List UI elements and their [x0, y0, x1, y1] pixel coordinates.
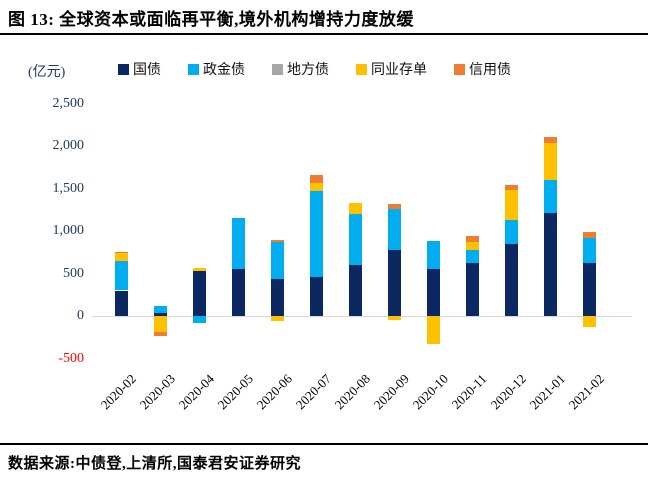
y-axis-tick-0: 0	[77, 308, 84, 323]
bar-segment-interbank-ncd-2020-02	[114, 253, 128, 262]
y-axis-tick-1500: 1,500	[52, 180, 85, 196]
x-axis-tick-2020-04: 2020-04	[175, 371, 217, 413]
bar-segment-credit-bonds-2020-12	[504, 184, 518, 190]
bar-segment-policy-financial-bonds-2020-05	[231, 218, 245, 269]
bar-segment-treasury-bonds-2020-02	[114, 290, 128, 316]
bar-segment-treasury-bonds-2020-06	[270, 279, 284, 316]
bar-segment-treasury-bonds-2020-09	[387, 249, 401, 316]
bar-segment-policy-financial-bonds-2020-08	[348, 214, 362, 265]
bar-segment-policy-financial-bonds-2020-10	[426, 241, 440, 270]
legend-item-policy-financial-bonds: 政金债	[188, 59, 245, 79]
bar-segment-interbank-ncd-2020-11	[465, 242, 479, 251]
stacked-bar-chart: 2,500 2,000 1,500 1,000 500 0 -500 2020-02 2020-…	[52, 95, 632, 413]
bar-segment-interbank-ncd-2020-10	[426, 316, 440, 345]
y-axis-tick-1000: 1,000	[52, 223, 85, 238]
bar-segment-credit-bonds-2020-07	[309, 175, 323, 184]
bar-segment-credit-bonds-2020-11	[465, 236, 479, 243]
bar-segment-policy-financial-bonds-2020-04	[192, 316, 206, 323]
legend-swatch-policy-financial-bonds	[188, 63, 199, 75]
figure-title: 图 13: 全球资本或面临再平衡,境外机构增持力度放缓	[8, 10, 414, 29]
bar-segment-treasury-bonds-2020-08	[348, 265, 362, 316]
legend-item-interbank-ncd: 同业存单	[356, 59, 427, 79]
bar-segment-credit-bonds-2020-03	[153, 332, 167, 337]
legend-label-local-government-bonds: 地方债	[287, 63, 329, 78]
bar-segment-credit-bonds-2020-09	[387, 203, 401, 209]
x-axis-tick-2020-09: 2020-09	[370, 371, 412, 413]
bar-segment-treasury-bonds-2020-05	[231, 268, 245, 316]
bar-segment-interbank-ncd-2020-04	[192, 268, 206, 271]
x-axis-tick-2020-05: 2020-05	[214, 371, 256, 413]
zero-axis-line	[92, 315, 632, 317]
bar-segment-treasury-bonds-2020-11	[465, 263, 479, 316]
bar-segment-policy-financial-bonds-2020-12	[504, 220, 518, 244]
bar-segment-policy-financial-bonds-2020-09	[387, 208, 401, 250]
legend-label-policy-financial-bonds: 政金债	[203, 63, 245, 78]
chart-legend: 国债 政金债 地方债 同业存单 信用债	[118, 59, 638, 79]
legend-item-local-government-bonds: 地方债	[272, 59, 329, 79]
x-axis-tick-2020-08: 2020-08	[331, 371, 373, 413]
x-axis-tick-2020-06: 2020-06	[253, 371, 295, 413]
x-axis-tick-2021-02: 2021-02	[565, 371, 607, 413]
bar-segment-policy-financial-bonds-2020-02	[114, 261, 128, 291]
bar-segment-interbank-ncd-2020-08	[348, 202, 362, 214]
title-divider	[0, 33, 648, 35]
bar-segment-treasury-bonds-2021-01	[543, 212, 557, 316]
bar-segment-treasury-bonds-2020-07	[309, 276, 323, 316]
bar-segment-credit-bonds-2020-06	[270, 239, 284, 242]
legend-label-treasury-bonds: 国债	[133, 63, 161, 78]
y-axis-tick--500: -500	[58, 350, 84, 366]
bar-segment-interbank-ncd-2021-01	[543, 143, 557, 180]
bar-segment-treasury-bonds-2020-04	[192, 270, 206, 316]
legend-swatch-credit-bonds	[454, 63, 465, 75]
x-axis-tick-2020-10: 2020-10	[409, 371, 451, 413]
bar-segment-interbank-ncd-2021-02	[582, 316, 596, 328]
x-axis-tick-2020-12: 2020-12	[487, 371, 529, 413]
bar-segment-policy-financial-bonds-2021-01	[543, 180, 557, 213]
bar-segment-policy-financial-bonds-2020-03	[153, 306, 167, 313]
y-axis-tick-500: 500	[63, 265, 84, 281]
y-axis-tick-2000: 2,000	[52, 138, 85, 153]
bar-segment-interbank-ncd-2020-06	[270, 316, 284, 322]
y-axis-tick-2500: 2,500	[52, 95, 85, 111]
bar-segment-policy-financial-bonds-2021-02	[582, 237, 596, 264]
bar-segment-credit-bonds-2021-01	[543, 136, 557, 144]
legend-item-treasury-bonds: 国债	[118, 59, 161, 79]
legend-label-credit-bonds: 信用债	[469, 63, 511, 78]
bar-segment-credit-bonds-2020-02	[114, 251, 128, 254]
bar-segment-policy-financial-bonds-2020-06	[270, 241, 284, 280]
bar-segment-interbank-ncd-2020-12	[504, 189, 518, 221]
legend-swatch-interbank-ncd	[356, 63, 367, 75]
x-axis-tick-2020-07: 2020-07	[292, 371, 334, 413]
x-axis-tick-2020-02: 2020-02	[97, 371, 139, 413]
bar-segment-interbank-ncd-2020-09	[387, 316, 401, 321]
footer-divider	[0, 443, 648, 445]
y-axis-unit-label: (亿元)	[28, 65, 66, 80]
bar-segment-policy-financial-bonds-2020-07	[309, 191, 323, 277]
bar-segment-policy-financial-bonds-2020-11	[465, 250, 479, 264]
bar-segment-treasury-bonds-2020-12	[504, 243, 518, 316]
bar-segment-credit-bonds-2021-02	[582, 231, 596, 238]
bar-segment-interbank-ncd-2020-03	[153, 316, 167, 333]
bar-segment-interbank-ncd-2020-07	[309, 183, 323, 192]
bar-segment-treasury-bonds-2021-02	[582, 263, 596, 316]
legend-swatch-treasury-bonds	[118, 63, 129, 75]
x-axis-tick-2020-03: 2020-03	[136, 371, 178, 413]
legend-item-credit-bonds: 信用债	[454, 59, 511, 79]
bar-segment-treasury-bonds-2020-03	[153, 312, 167, 316]
legend-swatch-local-government-bonds	[272, 63, 283, 75]
x-axis-tick-2020-11: 2020-11	[448, 371, 490, 412]
legend-label-interbank-ncd: 同业存单	[371, 63, 427, 78]
data-source-text: 数据来源:中债登,上清所,国泰君安证券研究	[8, 456, 301, 472]
bar-segment-treasury-bonds-2020-10	[426, 269, 440, 316]
x-axis-tick-2021-01: 2021-01	[526, 371, 568, 413]
